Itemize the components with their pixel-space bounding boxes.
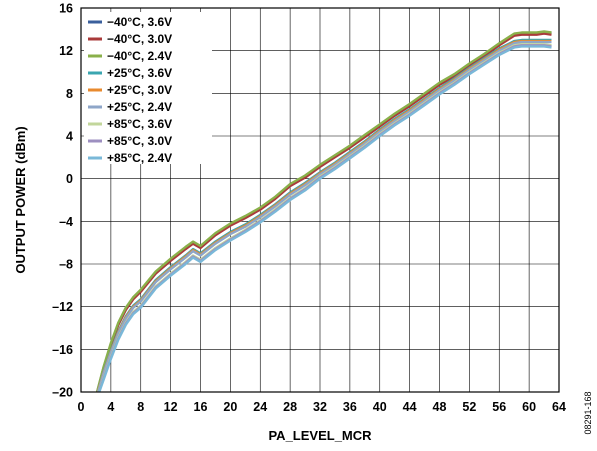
x-tick-label: 20 xyxy=(223,400,237,414)
x-tick-label: 52 xyxy=(462,400,476,414)
series-line-1 xyxy=(96,32,552,392)
plot-area-frame xyxy=(80,7,560,393)
x-tick-label: 48 xyxy=(433,400,447,414)
y-tick-label: 12 xyxy=(59,44,73,58)
legend-label: +25°C, 3.0V xyxy=(107,83,172,97)
legend-label: +85°C, 3.6V xyxy=(107,117,172,131)
x-tick-label: 36 xyxy=(343,400,357,414)
legend-label: +25°C, 3.6V xyxy=(107,66,172,80)
x-tick-label: 0 xyxy=(78,400,85,414)
x-tick-label: 16 xyxy=(194,400,208,414)
x-tick-label: 40 xyxy=(373,400,387,414)
y-tick-label: –12 xyxy=(52,300,73,314)
x-axis-title: PA_LEVEL_MCR xyxy=(268,428,372,443)
series-line-2 xyxy=(95,30,552,392)
x-tick-label: 12 xyxy=(164,400,178,414)
y-tick-label: 0 xyxy=(66,172,73,186)
legend-label: −40°C, 3.0V xyxy=(107,32,172,46)
legend-label: +85°C, 3.0V xyxy=(107,134,172,148)
legend: −40°C, 3.6V −40°C, 3.0V −40°C, 2.4V +25°C, … xyxy=(88,15,172,165)
legend-label: −40°C, 3.6V xyxy=(107,15,172,29)
x-tick-label: 60 xyxy=(522,400,536,414)
y-tick-label: 8 xyxy=(66,87,73,101)
x-tick-label: 4 xyxy=(107,400,114,414)
y-tick-label: 16 xyxy=(59,2,73,16)
legend-label: −40°C, 2.4V xyxy=(107,49,172,63)
x-tick-label: 56 xyxy=(492,400,506,414)
legend-background xyxy=(84,12,212,164)
y-tick-label: –16 xyxy=(52,343,73,357)
gridlines xyxy=(81,8,559,392)
y-tick-label: 4 xyxy=(66,130,73,144)
x-tick-label: 28 xyxy=(283,400,297,414)
x-tick-label: 24 xyxy=(253,400,267,414)
x-tick-label: 32 xyxy=(313,400,327,414)
y-tick-label: –8 xyxy=(59,258,73,272)
x-tick-label: 8 xyxy=(137,400,144,414)
legend-label: +25°C, 2.4V xyxy=(107,100,172,114)
y-tick-label: –4 xyxy=(59,215,73,229)
x-tick-label: 44 xyxy=(403,400,417,414)
y-axis-ticks: –20 –16 –12 –8 –4 0 4 8 12 16 xyxy=(52,2,73,400)
series-lines xyxy=(95,30,552,392)
x-tick-label: 64 xyxy=(552,400,566,414)
figure-id: 08291-168 xyxy=(583,391,593,434)
x-axis-ticks: 0 4 8 12 16 20 24 28 32 36 40 44 48 52 56 60 64 xyxy=(78,400,566,414)
y-axis-title: OUTPUT POWER (dBm) xyxy=(13,126,28,273)
y-tick-label: –20 xyxy=(52,386,73,400)
legend-label: +85°C, 2.4V xyxy=(107,151,172,165)
series-line-5 xyxy=(96,40,552,392)
series-line-8 xyxy=(98,45,552,392)
